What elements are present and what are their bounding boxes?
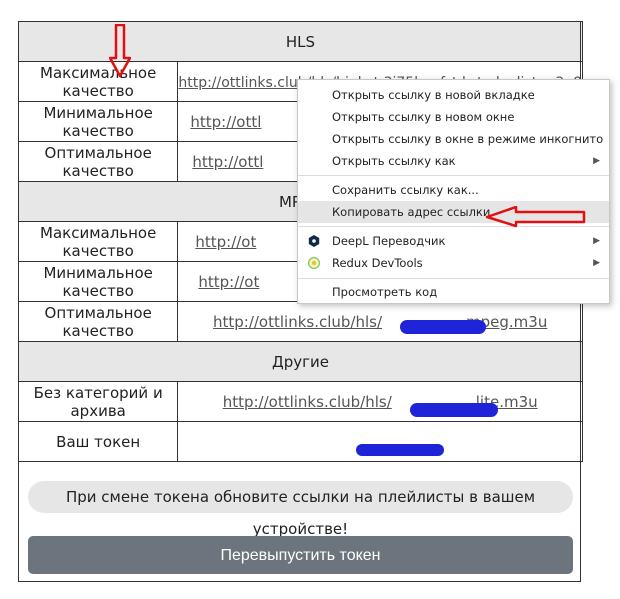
section-hls: HLS: [18, 21, 583, 62]
annotation-left-arrow-icon: [485, 206, 586, 228]
annotation-down-arrow-icon: [109, 24, 131, 78]
token-value-cell: [177, 421, 583, 462]
menu-item-save-link-as[interactable]: Сохранить ссылку как...: [332, 183, 479, 197]
redaction-mark-mpeg-opt: [400, 320, 486, 334]
link-cell-mpeg-opt: http://ottlinks.club/hls/mpeg.m3u: [177, 301, 583, 342]
menu-item-open-new-window[interactable]: Открыть ссылку в новом окне: [332, 110, 515, 124]
menu-item-open-link-as[interactable]: Открыть ссылку как ▶: [298, 150, 609, 172]
row-label-mpeg-opt: Оптимальное качество: [17, 301, 179, 342]
section-other: Другие: [18, 341, 583, 382]
redux-devtools-icon: [308, 257, 320, 269]
menu-item-open-link-as-label: Открыть ссылку как: [332, 154, 456, 168]
context-menu: Открыть ссылку в новой вкладке Открыть с…: [297, 79, 610, 304]
submenu-arrow-icon: ▶: [593, 236, 600, 246]
row-label-nocat: Без категорий и архива: [17, 381, 179, 422]
token-change-notice: При смене токена обновите ссылки на плей…: [28, 481, 573, 538]
menu-item-deepl[interactable]: DeepL Переводчик ▶: [298, 230, 609, 252]
row-label-hls-opt: Оптимальное качество: [17, 141, 179, 182]
reissue-token-button[interactable]: Перевыпустить токен: [28, 536, 573, 574]
redaction-mark-token: [356, 444, 444, 456]
menu-item-redux-label: Redux DevTools: [332, 256, 423, 270]
menu-item-copy-link-address[interactable]: Копировать адрес ссылки: [298, 201, 609, 223]
menu-item-inspect[interactable]: Просмотреть код: [332, 285, 438, 299]
menu-separator: [298, 226, 609, 227]
menu-item-open-new-tab[interactable]: Открыть ссылку в новой вкладке: [332, 88, 535, 102]
menu-item-redux-devtools[interactable]: Redux DevTools ▶: [298, 252, 609, 274]
link-mpeg-opt[interactable]: http://ottlinks.club/hls/mpeg.m3u: [212, 312, 548, 331]
menu-item-open-incognito[interactable]: Открыть ссылку в окне в режиме инкогнито: [332, 132, 604, 146]
menu-item-deepl-label: DeepL Переводчик: [332, 234, 446, 248]
link-mpeg-min[interactable]: http://ot: [198, 272, 260, 291]
deepl-icon: [308, 235, 320, 247]
menu-separator: [298, 175, 609, 176]
link-hls-opt[interactable]: http://ottl: [192, 152, 264, 171]
row-label-mpeg-min: Минимальное качество: [17, 261, 179, 302]
link-mpeg-max[interactable]: http://ot: [195, 232, 257, 251]
menu-separator: [298, 278, 609, 279]
redaction-mark-nocat: [410, 403, 498, 417]
link-hls-min[interactable]: http://ottl: [190, 112, 262, 131]
submenu-arrow-icon: ▶: [593, 156, 600, 166]
row-label-token: Ваш токен: [17, 421, 179, 462]
submenu-arrow-icon: ▶: [593, 258, 600, 268]
row-label-hls-max: Максимальное качество: [17, 61, 179, 102]
row-label-hls-min: Минимальное качество: [17, 101, 179, 142]
